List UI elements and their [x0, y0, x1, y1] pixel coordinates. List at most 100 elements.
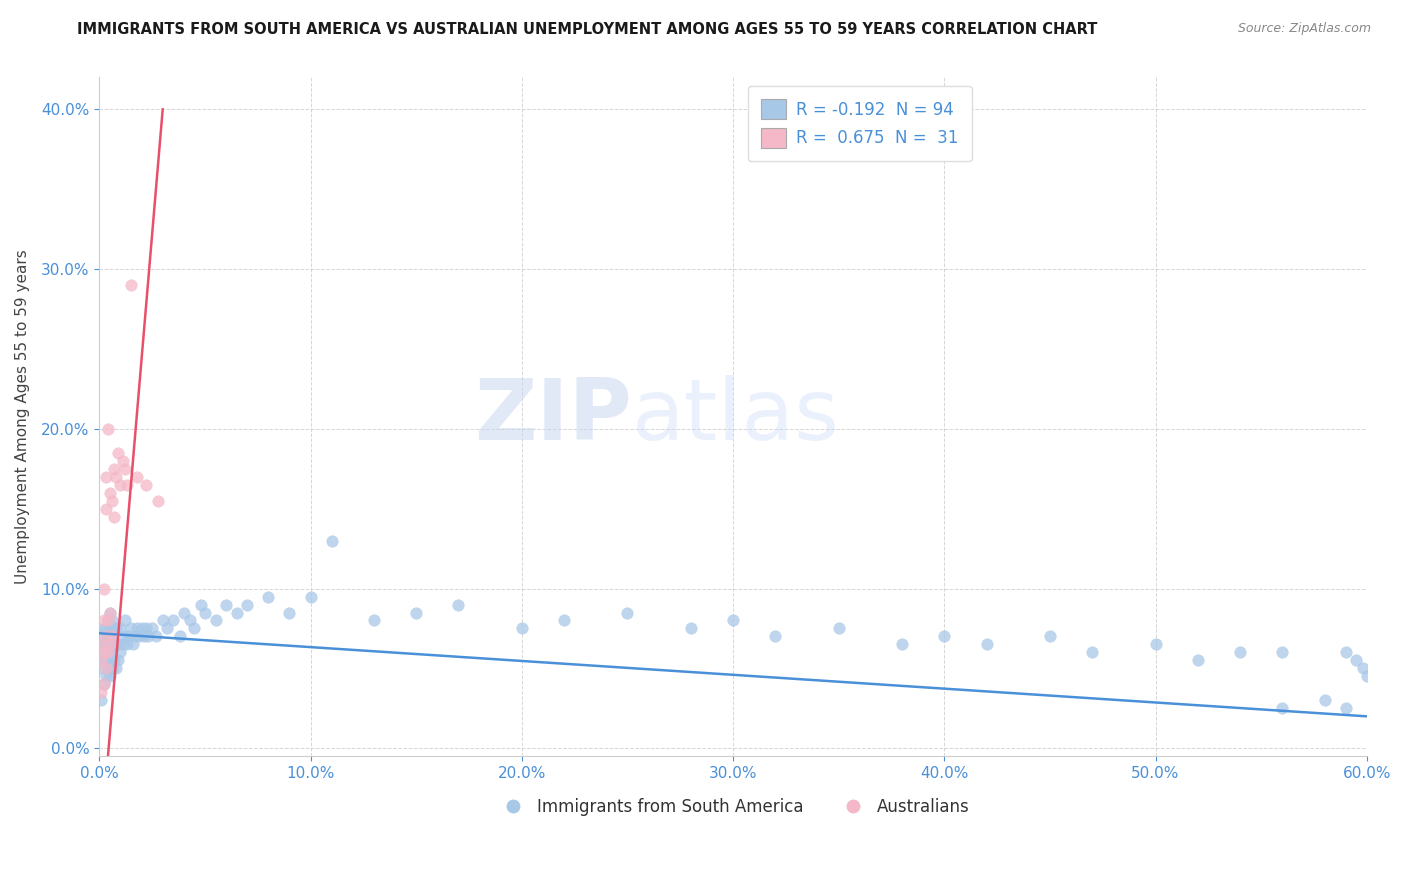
Point	[215, 598, 238, 612]
Point	[105, 637, 128, 651]
Point	[97, 422, 120, 436]
Point	[976, 637, 998, 651]
Point	[152, 614, 174, 628]
Point	[103, 622, 125, 636]
Point	[101, 493, 124, 508]
Y-axis label: Unemployment Among Ages 55 to 59 years: Unemployment Among Ages 55 to 59 years	[15, 250, 30, 584]
Point	[93, 637, 115, 651]
Point	[278, 606, 301, 620]
Point	[447, 598, 470, 612]
Point	[115, 637, 138, 651]
Point	[1346, 653, 1368, 667]
Point	[114, 630, 136, 644]
Point	[122, 637, 145, 651]
Point	[97, 645, 120, 659]
Point	[1081, 645, 1104, 659]
Point	[94, 501, 117, 516]
Point	[141, 622, 163, 636]
Point	[94, 469, 117, 483]
Point	[90, 685, 112, 699]
Point	[204, 614, 226, 628]
Point	[97, 614, 120, 628]
Point	[90, 693, 112, 707]
Point	[98, 606, 121, 620]
Point	[120, 622, 142, 636]
Point	[194, 606, 217, 620]
Point	[1144, 637, 1167, 651]
Point	[101, 630, 124, 644]
Point	[90, 645, 112, 659]
Point	[110, 645, 132, 659]
Point	[131, 622, 153, 636]
Point	[107, 637, 129, 651]
Point	[135, 622, 157, 636]
Point	[124, 630, 146, 644]
Point	[97, 645, 120, 659]
Point	[934, 630, 956, 644]
Point	[98, 669, 121, 683]
Point	[90, 630, 112, 644]
Point	[1229, 645, 1251, 659]
Point	[827, 622, 849, 636]
Point	[118, 630, 141, 644]
Point	[553, 614, 575, 628]
Point	[93, 582, 115, 596]
Point	[114, 462, 136, 476]
Point	[101, 645, 124, 659]
Point	[763, 630, 786, 644]
Text: ZIP: ZIP	[474, 376, 631, 458]
Point	[148, 493, 170, 508]
Point	[101, 661, 124, 675]
Point	[90, 661, 112, 675]
Point	[101, 614, 124, 628]
Point	[103, 637, 125, 651]
Point	[93, 645, 115, 659]
Point	[93, 622, 115, 636]
Point	[107, 446, 129, 460]
Point	[127, 622, 149, 636]
Point	[105, 469, 128, 483]
Point	[97, 614, 120, 628]
Point	[1334, 701, 1357, 715]
Point	[93, 677, 115, 691]
Point	[101, 630, 124, 644]
Point	[98, 606, 121, 620]
Point	[105, 661, 128, 675]
Point	[120, 278, 142, 293]
Point	[236, 598, 259, 612]
Point	[135, 477, 157, 491]
Point	[405, 606, 427, 620]
Point	[225, 606, 247, 620]
Point	[1187, 653, 1209, 667]
Point	[110, 622, 132, 636]
Point	[97, 661, 120, 675]
Legend: Immigrants from South America, Australians: Immigrants from South America, Australia…	[491, 791, 976, 822]
Point	[169, 630, 191, 644]
Point	[114, 614, 136, 628]
Point	[111, 454, 134, 468]
Point	[94, 622, 117, 636]
Point	[110, 477, 132, 491]
Point	[128, 630, 150, 644]
Point	[107, 653, 129, 667]
Point	[94, 653, 117, 667]
Point	[510, 622, 533, 636]
Point	[679, 622, 702, 636]
Point	[93, 653, 115, 667]
Point	[98, 653, 121, 667]
Point	[145, 630, 167, 644]
Point	[105, 622, 128, 636]
Point	[183, 622, 205, 636]
Point	[94, 661, 117, 675]
Point	[1313, 693, 1336, 707]
Point	[93, 614, 115, 628]
Point	[115, 477, 138, 491]
Point	[1351, 661, 1374, 675]
Point	[94, 637, 117, 651]
Point	[103, 653, 125, 667]
Point	[98, 637, 121, 651]
Point	[162, 614, 184, 628]
Point	[127, 469, 149, 483]
Point	[1039, 630, 1062, 644]
Point	[103, 509, 125, 524]
